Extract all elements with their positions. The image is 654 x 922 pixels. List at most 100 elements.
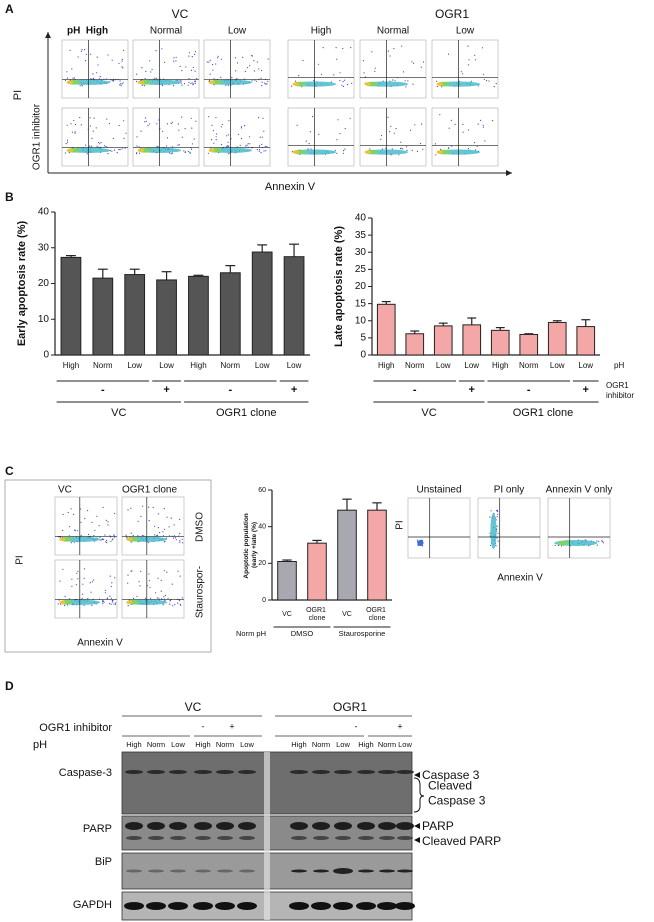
flow-dot	[163, 508, 165, 510]
flow-dot	[156, 534, 159, 537]
flow-dot	[80, 534, 82, 536]
x-tick-label: VC	[342, 611, 352, 618]
flow-dot	[113, 603, 115, 605]
flow-dot	[162, 130, 164, 132]
flow-dot	[216, 133, 218, 135]
flow-dot	[177, 602, 179, 604]
flow-dot	[183, 83, 186, 85]
band	[216, 770, 234, 774]
column-header: High	[311, 26, 332, 37]
flow-dot	[90, 53, 92, 55]
flow-dot	[66, 141, 69, 143]
y-tick-label: 60	[258, 487, 266, 494]
flow-dot	[347, 83, 349, 86]
text-line: OGR1	[306, 607, 328, 614]
flow-dot	[436, 80, 438, 82]
band	[146, 902, 166, 910]
flow-dot	[339, 79, 341, 82]
band	[379, 836, 395, 840]
band	[334, 822, 352, 830]
band-arrow	[414, 772, 420, 778]
flow-dot	[121, 148, 123, 150]
band	[395, 902, 415, 910]
flow-dot	[89, 582, 91, 584]
band	[333, 902, 353, 910]
flow-dot	[79, 116, 81, 119]
flow-dot	[191, 143, 193, 145]
flow-dot	[267, 58, 269, 60]
flow-dot	[91, 604, 93, 607]
flow-dot	[166, 571, 168, 573]
flow-dot	[93, 534, 95, 537]
band	[239, 869, 255, 873]
flow-dot	[71, 131, 73, 133]
flow-dot	[73, 541, 75, 543]
flow-dot	[144, 121, 146, 123]
flow-dot	[106, 542, 108, 544]
flow-dot	[136, 80, 138, 82]
flow-dot	[113, 149, 115, 151]
flow-dot	[467, 147, 470, 150]
flow-dot	[192, 83, 195, 85]
flow-dot	[389, 131, 391, 133]
flow-dot	[215, 116, 217, 119]
flow-dot	[156, 123, 158, 125]
x-tick-label: Norm	[221, 361, 241, 370]
band	[397, 869, 413, 873]
row-label: Staurospor-	[195, 566, 206, 618]
x-tick-label: Low	[550, 361, 565, 370]
band	[125, 822, 143, 830]
flow-dot	[184, 151, 186, 154]
flow-dot	[215, 63, 217, 65]
x-tick-label: High	[190, 361, 206, 370]
inhibitor-mark: -	[355, 721, 358, 731]
flow-dot	[66, 124, 68, 126]
flow-dot	[162, 84, 164, 87]
flow-plot-frame	[121, 496, 185, 556]
flow-plot-frame	[54, 559, 118, 619]
flow-dot	[185, 66, 187, 68]
flow-dot	[141, 67, 143, 69]
flow-dot	[179, 518, 181, 521]
flow-dot	[448, 147, 450, 149]
flow-dot	[194, 70, 196, 72]
flow-dot	[170, 122, 172, 125]
flow-dot	[236, 78, 238, 80]
flow-dot	[96, 515, 98, 517]
band	[193, 902, 213, 910]
lane-label: Low	[336, 740, 350, 749]
flow-dot	[120, 83, 122, 85]
flow-dot	[123, 120, 125, 122]
flow-dot	[350, 47, 352, 49]
flow-dot	[399, 148, 402, 150]
flow-dot	[245, 145, 247, 147]
flow-density	[66, 148, 74, 153]
flow-dot	[263, 130, 265, 132]
arrow-head	[45, 32, 51, 38]
flow-dot	[65, 143, 67, 145]
flow-dot	[180, 604, 182, 606]
flow-dot	[123, 137, 125, 139]
flow-density	[137, 148, 145, 153]
flow-dot	[474, 142, 476, 144]
flow-dot	[239, 144, 241, 146]
flow-dot	[64, 152, 67, 154]
flow-dot	[256, 61, 258, 63]
flow-dot	[558, 544, 560, 546]
flow-dot	[87, 509, 89, 512]
flow-dot	[171, 152, 173, 154]
flow-dot	[173, 537, 175, 539]
flow-dot	[147, 125, 149, 127]
flow-dot	[179, 532, 181, 535]
flow-plot-frame	[431, 39, 499, 99]
flow-dot	[190, 117, 192, 119]
band	[170, 836, 186, 840]
flow-dot	[73, 119, 75, 122]
flow-dot	[144, 117, 147, 119]
flow-dot	[193, 138, 195, 140]
flow-dot	[109, 575, 111, 577]
flow-dot	[482, 126, 484, 128]
flow-dot	[206, 61, 208, 63]
flow-dot	[76, 572, 78, 574]
group-label: VC	[111, 407, 126, 419]
